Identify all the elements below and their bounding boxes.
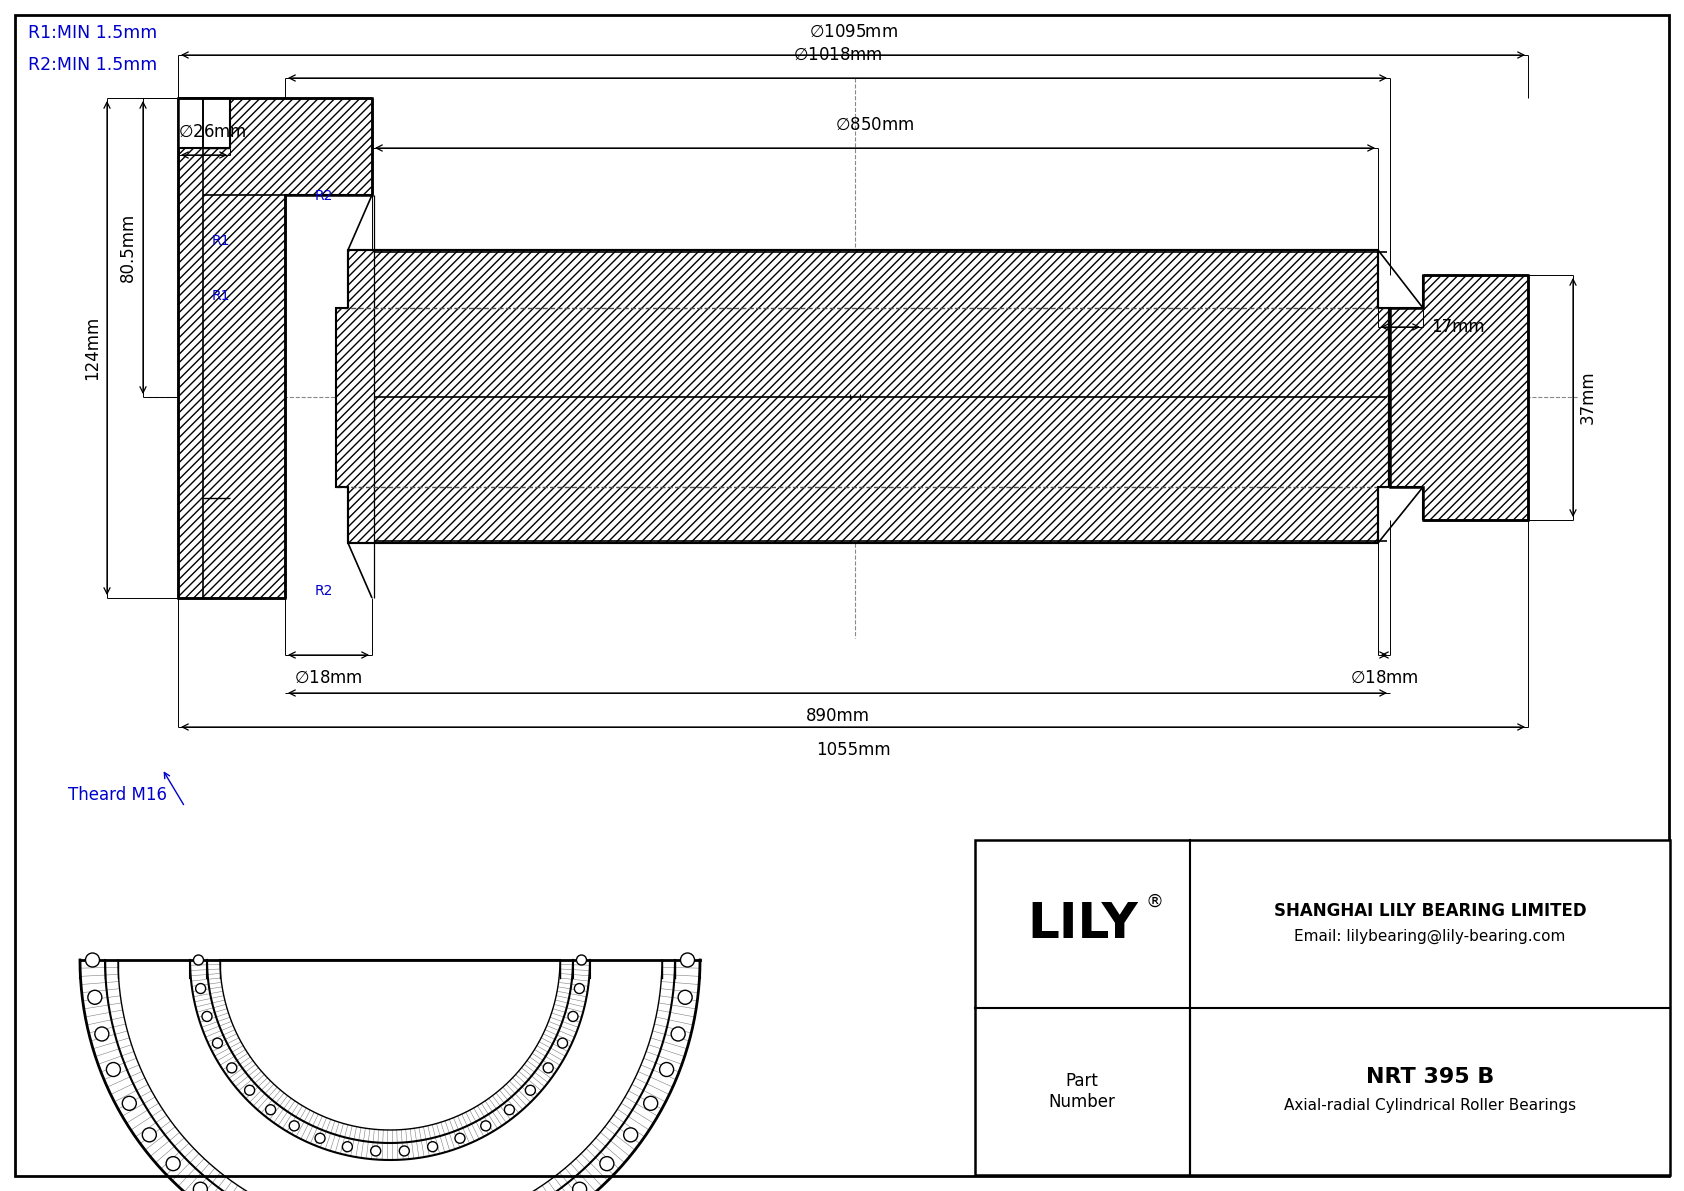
Text: R2:MIN 1.5mm: R2:MIN 1.5mm — [29, 56, 157, 74]
Circle shape — [428, 1142, 438, 1152]
Circle shape — [143, 1128, 157, 1142]
Circle shape — [399, 1146, 409, 1156]
Circle shape — [123, 1097, 136, 1110]
Circle shape — [505, 1105, 514, 1115]
Text: NRT 395 B: NRT 395 B — [1366, 1067, 1494, 1087]
Text: 37mm: 37mm — [1580, 370, 1596, 424]
Circle shape — [480, 1121, 490, 1130]
Text: 890mm: 890mm — [805, 707, 869, 725]
Text: R1: R1 — [212, 289, 231, 303]
Circle shape — [660, 1062, 674, 1077]
Circle shape — [643, 1097, 658, 1110]
Circle shape — [370, 1146, 381, 1156]
Text: Axial-radial Cylindrical Roller Bearings: Axial-radial Cylindrical Roller Bearings — [1283, 1098, 1576, 1112]
Circle shape — [573, 1183, 586, 1191]
Circle shape — [167, 1156, 180, 1171]
Text: $\varnothing$1095mm: $\varnothing$1095mm — [808, 23, 898, 40]
Circle shape — [315, 1134, 325, 1143]
Text: $\varnothing$1018mm: $\varnothing$1018mm — [793, 46, 882, 64]
Circle shape — [544, 1062, 554, 1073]
Circle shape — [680, 953, 694, 967]
Text: ®: ® — [1145, 893, 1164, 911]
Polygon shape — [179, 98, 231, 148]
Bar — [975, 840, 1671, 1176]
Circle shape — [94, 1027, 109, 1041]
Circle shape — [86, 953, 99, 967]
Circle shape — [600, 1156, 615, 1171]
Text: R2: R2 — [315, 584, 333, 598]
Text: $\varnothing$18mm: $\varnothing$18mm — [1349, 669, 1418, 687]
Text: 80.5mm: 80.5mm — [120, 213, 136, 282]
Circle shape — [455, 1134, 465, 1143]
Polygon shape — [337, 250, 1389, 543]
Circle shape — [576, 955, 586, 965]
Circle shape — [212, 1039, 222, 1048]
Text: LILY: LILY — [1027, 899, 1138, 948]
Circle shape — [195, 984, 205, 993]
Circle shape — [679, 990, 692, 1004]
Text: 124mm: 124mm — [83, 316, 101, 380]
Circle shape — [525, 1085, 536, 1096]
Circle shape — [227, 1062, 237, 1073]
Text: R2: R2 — [315, 189, 333, 202]
Circle shape — [623, 1128, 638, 1142]
Circle shape — [194, 955, 204, 965]
Text: R1: R1 — [212, 233, 231, 248]
Text: Part
Number: Part Number — [1049, 1072, 1115, 1111]
Circle shape — [266, 1105, 276, 1115]
Text: 17mm: 17mm — [1431, 318, 1485, 336]
Circle shape — [672, 1027, 685, 1041]
Polygon shape — [179, 98, 372, 598]
Text: $\varnothing$26mm: $\varnothing$26mm — [179, 123, 246, 141]
Circle shape — [202, 1011, 212, 1022]
Circle shape — [88, 990, 101, 1004]
Text: Email: lilybearing@lily-bearing.com: Email: lilybearing@lily-bearing.com — [1295, 929, 1566, 944]
Text: $\varnothing$18mm: $\varnothing$18mm — [295, 669, 362, 687]
Circle shape — [106, 1062, 120, 1077]
Circle shape — [557, 1039, 568, 1048]
Text: R1:MIN 1.5mm: R1:MIN 1.5mm — [29, 24, 157, 42]
Circle shape — [574, 984, 584, 993]
Circle shape — [244, 1085, 254, 1096]
Circle shape — [342, 1142, 352, 1152]
Circle shape — [568, 1011, 578, 1022]
Polygon shape — [1389, 275, 1527, 520]
Circle shape — [290, 1121, 300, 1130]
Text: $\varnothing$850mm: $\varnothing$850mm — [835, 116, 914, 135]
Text: 1055mm: 1055mm — [815, 741, 891, 759]
Text: SHANGHAI LILY BEARING LIMITED: SHANGHAI LILY BEARING LIMITED — [1273, 902, 1586, 919]
Circle shape — [194, 1183, 207, 1191]
Text: Theard M16: Theard M16 — [67, 786, 167, 804]
